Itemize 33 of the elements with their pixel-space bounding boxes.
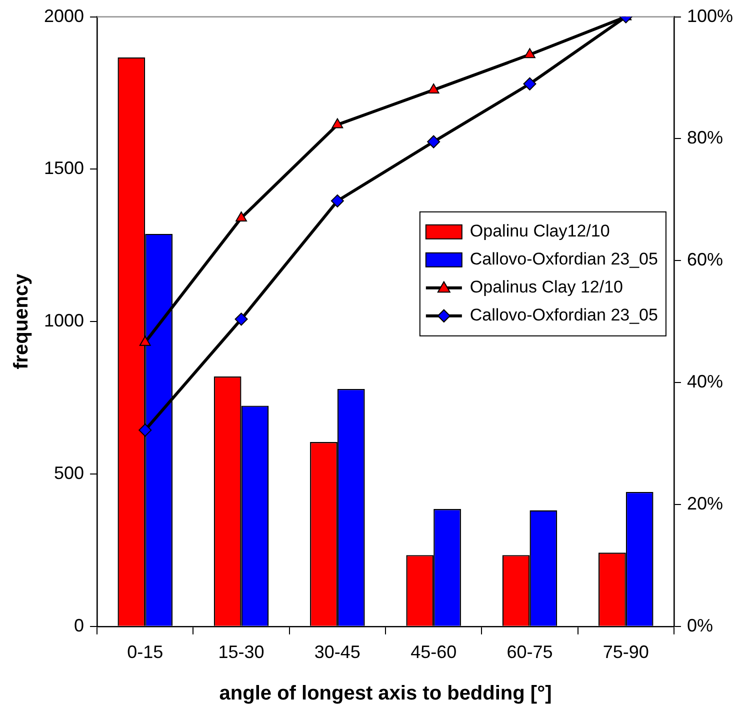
y-tick-label: 0: [74, 615, 84, 636]
legend-label: Callovo-Oxfordian 23_05: [470, 306, 658, 325]
y2-tick-label: 20%: [686, 493, 723, 514]
point: [330, 194, 344, 208]
x-axis-title: angle of longest axis to bedding [°]: [219, 682, 552, 705]
x-tick-label: 75-90: [602, 642, 649, 662]
y2-tick-label: 100%: [686, 6, 734, 26]
point: [523, 77, 536, 90]
point: [234, 312, 248, 326]
y2-tick-label: 40%: [686, 372, 723, 392]
point: [236, 211, 247, 222]
y-tick-label: 1000: [44, 310, 84, 331]
x-tick-label: 60-75: [506, 642, 553, 662]
point: [428, 83, 440, 94]
legend-label: Callovo-Oxfordian 23_05: [470, 250, 658, 269]
x-tick-label: 30-45: [314, 642, 360, 662]
legend-label: Opalinu Clay12/10: [470, 222, 610, 241]
y2-tick-label: 80%: [686, 128, 723, 148]
point: [427, 135, 440, 148]
legend-label: Opalinus Clay 12/10: [470, 278, 623, 297]
x-tick-label: 0-15: [127, 642, 164, 662]
point: [139, 336, 151, 346]
point: [332, 118, 344, 128]
y2-tick-label: 60%: [686, 250, 723, 270]
y2-tick-label: 0%: [686, 615, 713, 636]
point: [524, 48, 536, 58]
point: [138, 424, 152, 437]
x-tick-label: 15-30: [218, 642, 264, 662]
y-axis-title: frequency: [10, 272, 33, 370]
x-tick-label: 45-60: [410, 642, 457, 662]
y-tick-label: 500: [54, 462, 84, 483]
y-tick-label: 1500: [44, 158, 84, 178]
y-tick-label: 2000: [44, 6, 84, 26]
